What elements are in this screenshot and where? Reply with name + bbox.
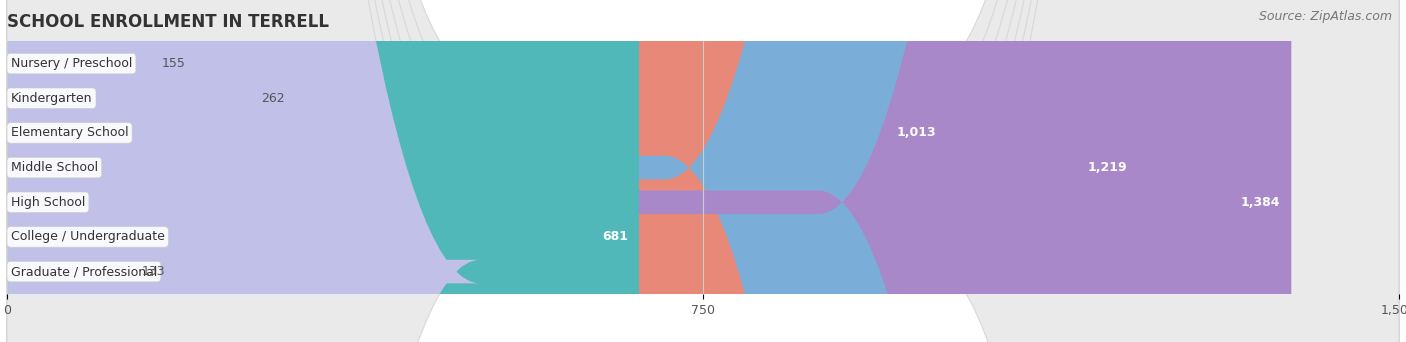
FancyBboxPatch shape bbox=[7, 0, 1291, 342]
Text: Source: ZipAtlas.com: Source: ZipAtlas.com bbox=[1258, 10, 1392, 23]
FancyBboxPatch shape bbox=[7, 0, 948, 342]
FancyBboxPatch shape bbox=[0, 0, 481, 342]
Text: 262: 262 bbox=[262, 92, 285, 105]
Text: SCHOOL ENROLLMENT IN TERRELL: SCHOOL ENROLLMENT IN TERRELL bbox=[7, 13, 329, 31]
Text: Nursery / Preschool: Nursery / Preschool bbox=[11, 57, 132, 70]
Text: College / Undergraduate: College / Undergraduate bbox=[11, 231, 165, 244]
Text: High School: High School bbox=[11, 196, 86, 209]
Text: Elementary School: Elementary School bbox=[11, 127, 128, 140]
Text: 133: 133 bbox=[142, 265, 166, 278]
FancyBboxPatch shape bbox=[7, 0, 1399, 342]
Text: Kindergarten: Kindergarten bbox=[11, 92, 93, 105]
FancyBboxPatch shape bbox=[7, 0, 1139, 342]
Text: 155: 155 bbox=[162, 57, 186, 70]
FancyBboxPatch shape bbox=[0, 0, 481, 342]
FancyBboxPatch shape bbox=[7, 0, 1399, 342]
Text: Middle School: Middle School bbox=[11, 161, 98, 174]
Text: 1,219: 1,219 bbox=[1087, 161, 1128, 174]
Text: 1,384: 1,384 bbox=[1240, 196, 1281, 209]
FancyBboxPatch shape bbox=[7, 0, 1399, 342]
FancyBboxPatch shape bbox=[7, 0, 1399, 342]
FancyBboxPatch shape bbox=[7, 0, 1399, 342]
FancyBboxPatch shape bbox=[7, 0, 1399, 342]
Text: Graduate / Professional: Graduate / Professional bbox=[11, 265, 157, 278]
FancyBboxPatch shape bbox=[7, 0, 638, 342]
Text: 1,013: 1,013 bbox=[896, 127, 936, 140]
FancyBboxPatch shape bbox=[7, 0, 1399, 342]
Text: 681: 681 bbox=[602, 231, 628, 244]
FancyBboxPatch shape bbox=[0, 0, 481, 342]
